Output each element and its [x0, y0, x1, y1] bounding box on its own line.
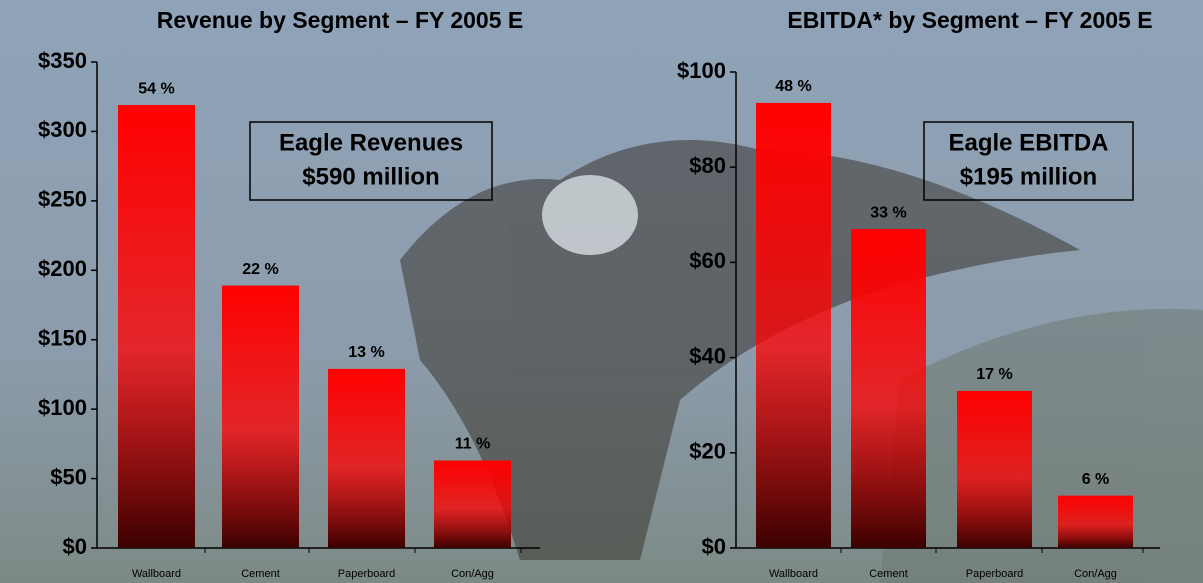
y-tick-label: $250: [38, 187, 87, 212]
bar: [222, 286, 299, 548]
y-tick-label: $100: [677, 58, 726, 83]
y-tick-label: $150: [38, 326, 87, 351]
share-label: 11 %: [455, 436, 491, 453]
chart-title: EBITDA* by Segment – FY 2005 E: [787, 7, 1152, 33]
share-label: 13 %: [348, 344, 384, 361]
annotation: $590 million: [302, 163, 439, 190]
x-tick-label: Cement: [869, 568, 908, 580]
x-tick-label: Paperboard: [966, 568, 1024, 580]
y-tick-label: $0: [702, 534, 726, 559]
y-tick-label: $350: [38, 48, 87, 73]
x-tick-label: Paperboard: [338, 568, 396, 580]
x-tick-label: Con/Agg: [1074, 568, 1117, 580]
bar: [118, 105, 195, 548]
share-label: 22 %: [242, 261, 278, 278]
x-tick-label: Wallboard: [132, 568, 181, 580]
annotation: Eagle EBITDA: [948, 129, 1108, 156]
chart-title: Revenue by Segment – FY 2005 E: [157, 7, 523, 33]
y-tick-label: $50: [50, 464, 87, 489]
bar: [434, 461, 511, 548]
share-label: 33 %: [870, 204, 906, 221]
bar: [328, 369, 405, 548]
slide: Revenue by Segment – FY 2005 E $0 $50 $100 $…: [0, 0, 1203, 583]
y-tick-label: $20: [689, 439, 726, 464]
share-label: 6 %: [1082, 471, 1110, 488]
y-tick-label: $0: [63, 534, 87, 559]
y-tick-label: $200: [38, 256, 87, 281]
y-tick-label: $80: [689, 153, 726, 178]
bar: [756, 103, 831, 548]
bar: [957, 391, 1032, 548]
share-label: 54 %: [138, 80, 174, 97]
bar: [1058, 496, 1133, 548]
y-tick-label: $60: [689, 248, 726, 273]
y-tick-label: $100: [38, 395, 87, 420]
share-label: 17 %: [976, 366, 1012, 383]
x-tick-label: Cement: [241, 568, 280, 580]
bar: [851, 229, 926, 548]
share-label: 48 %: [775, 78, 811, 95]
y-tick-label: $40: [689, 343, 726, 368]
annotation: Eagle Revenues: [279, 129, 463, 156]
y-tick-label: $300: [38, 117, 87, 142]
x-tick-label: Wallboard: [769, 568, 818, 580]
x-tick-label: Con/Agg: [451, 568, 494, 580]
annotation: $195 million: [960, 163, 1097, 190]
